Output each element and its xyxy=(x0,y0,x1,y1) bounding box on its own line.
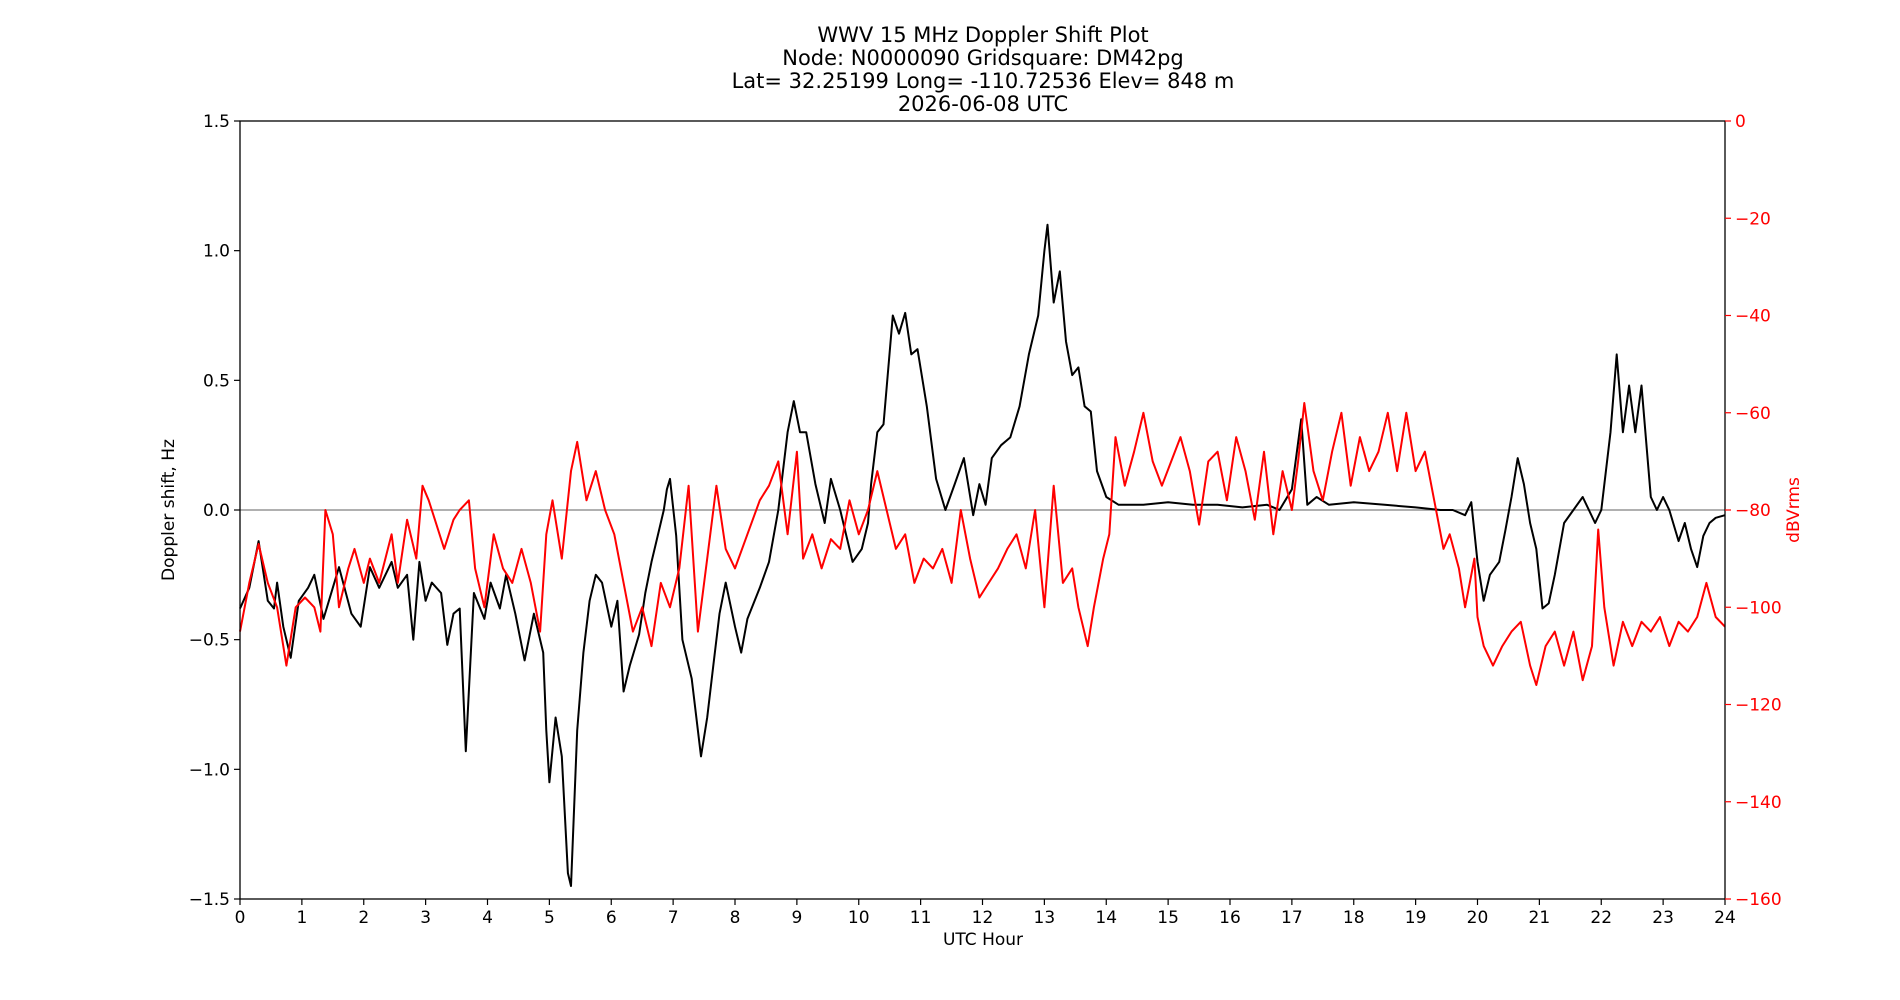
y-right-tick-label: −40 xyxy=(1735,307,1771,327)
x-tick-label: 17 xyxy=(1281,908,1303,928)
title-line-4: 2026-06-08 UTC xyxy=(898,92,1068,116)
x-axis-label: UTC Hour xyxy=(943,930,1023,950)
y-left-tick-label: −1.5 xyxy=(189,890,230,910)
x-tick-label: 18 xyxy=(1343,908,1365,928)
y-left-tick-label: 1.0 xyxy=(203,242,230,262)
x-tick-label: 15 xyxy=(1157,908,1179,928)
power-series-line xyxy=(239,402,1726,686)
x-tick-label: 6 xyxy=(606,908,617,928)
y-left-tick-label: 0.5 xyxy=(203,371,230,391)
y-left-tick-label: −1.0 xyxy=(189,760,230,780)
y-left-tick-label: −0.5 xyxy=(189,631,230,651)
x-tick-label: 0 xyxy=(235,908,246,928)
y-right-tick-label: −100 xyxy=(1735,598,1782,618)
x-tick-label: 24 xyxy=(1714,908,1736,928)
x-tick-label: 1 xyxy=(296,908,307,928)
x-tick-label: 19 xyxy=(1405,908,1427,928)
x-tick-label: 11 xyxy=(910,908,932,928)
x-tick-label: 3 xyxy=(420,908,431,928)
y-left-tick-label: 1.5 xyxy=(203,112,230,132)
y-right-tick-label: 0 xyxy=(1735,112,1746,132)
title-line-1: WWV 15 MHz Doppler Shift Plot xyxy=(817,23,1148,47)
y-right-tick-label: −160 xyxy=(1735,890,1782,910)
x-tick-label: 5 xyxy=(544,908,555,928)
x-tick-label: 4 xyxy=(482,908,493,928)
title-line-3: Lat= 32.25199 Long= -110.72536 Elev= 848… xyxy=(732,69,1235,93)
y-axis-right-label: dBVrms xyxy=(1784,477,1804,543)
x-tick-label: 20 xyxy=(1467,908,1489,928)
x-tick-label: 7 xyxy=(668,908,679,928)
chart-title: WWV 15 MHz Doppler Shift Plot Node: N000… xyxy=(732,23,1235,116)
x-tick-label: 8 xyxy=(730,908,741,928)
x-tick-label: 23 xyxy=(1652,908,1674,928)
y-right-tick-label: −140 xyxy=(1735,793,1782,813)
y-right-tick-label: −120 xyxy=(1735,696,1782,716)
x-tick-label: 16 xyxy=(1219,908,1241,928)
y-axis-left-label: Doppler shift, Hz xyxy=(159,439,179,581)
y-right-tick-label: −60 xyxy=(1735,404,1771,424)
y-right-tick-label: −20 xyxy=(1735,209,1771,229)
x-tick-label: 22 xyxy=(1590,908,1612,928)
y-left-tick-label: 0.0 xyxy=(203,501,230,521)
x-tick-label: 9 xyxy=(791,908,802,928)
title-line-2: Node: N0000090 Gridsquare: DM42pg xyxy=(782,46,1184,70)
x-tick-label: 2 xyxy=(358,908,369,928)
doppler-series-line xyxy=(239,223,1726,887)
x-tick-label: 13 xyxy=(1034,908,1056,928)
x-tick-label: 12 xyxy=(972,908,994,928)
x-tick-label: 21 xyxy=(1529,908,1551,928)
x-tick-label: 10 xyxy=(848,908,870,928)
x-tick-label: 14 xyxy=(1095,908,1117,928)
y-right-tick-label: −80 xyxy=(1735,501,1771,521)
plot-area: 0 1 2 3 4 5 6 7 8 9 10 11 12 13 14 15 16 17 18 19 20 21 22 23 24… xyxy=(189,112,1782,928)
